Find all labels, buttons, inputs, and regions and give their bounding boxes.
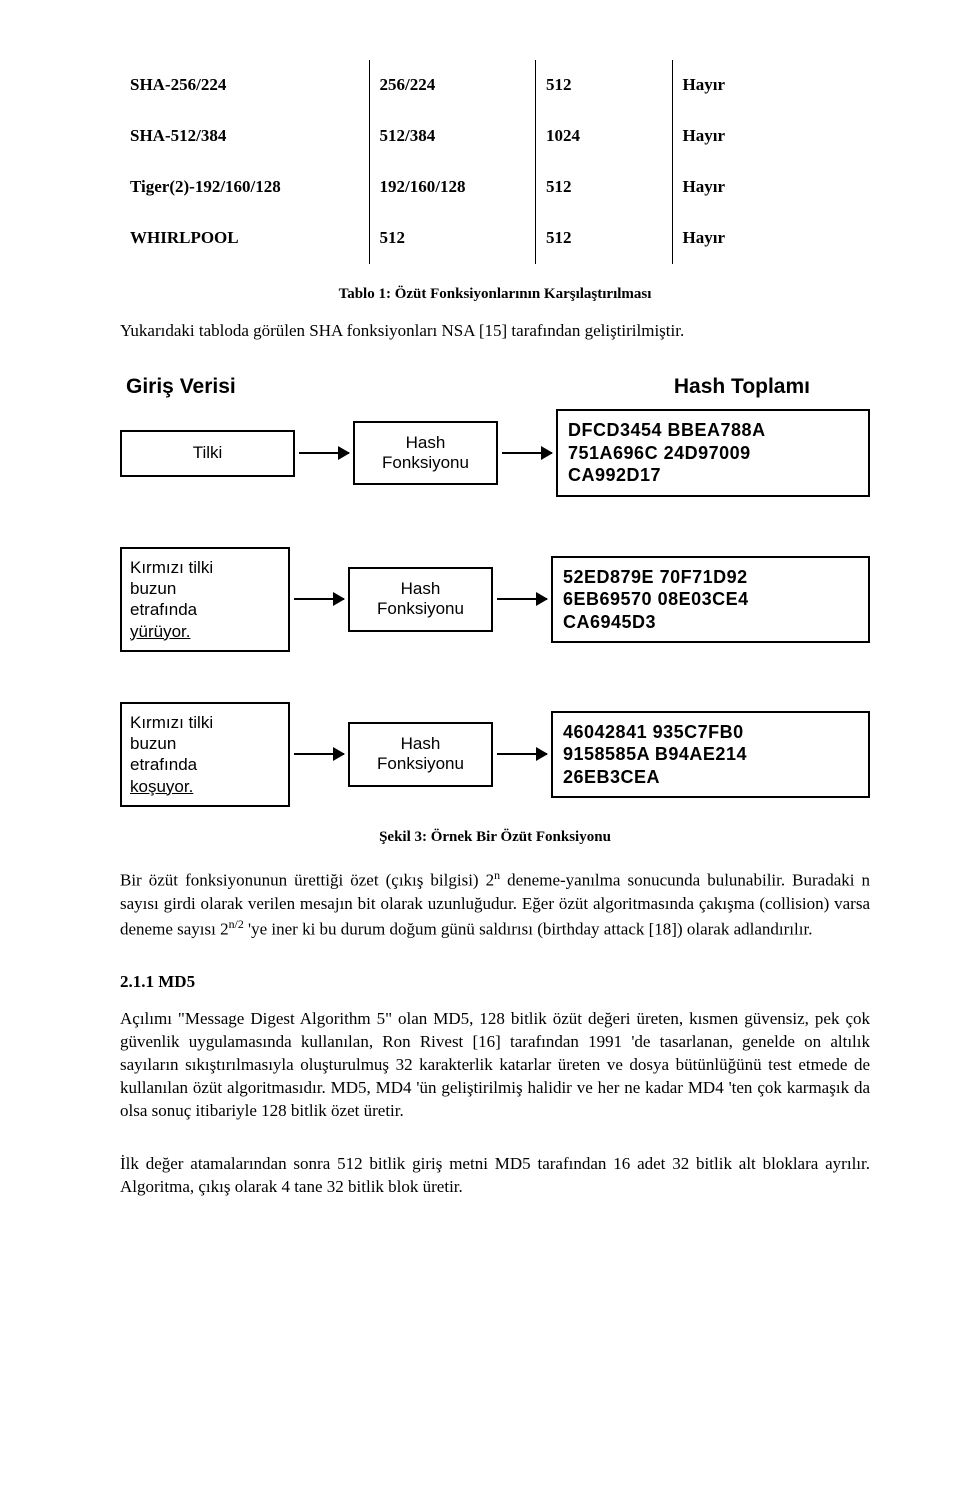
output-box: 46042841 935C7FB0 9158585A B94AE214 26EB… [551,711,870,799]
table-row: SHA-512/384 512/384 1024 Hayır [120,111,870,162]
cell-block: 512 [536,162,671,213]
cell-outlen: 256/224 [369,60,534,111]
cell-algo: SHA-512/384 [120,111,368,162]
arrow-icon [294,598,344,600]
cell-algo: SHA-256/224 [120,60,368,111]
cell-outlen: 512 [369,213,534,264]
diagram-row: Kırmızı tilki buzun etrafında yürüyor. H… [120,547,870,652]
input-box: Kırmızı tilki buzun etrafında koşuyor. [120,702,290,807]
intro-paragraph: Yukarıdaki tabloda görülen SHA fonksiyon… [120,320,870,343]
arrow-icon [497,753,547,755]
output-box: 52ED879E 70F71D92 6EB69570 08E03CE4 CA69… [551,556,870,644]
function-box: Hash Fonksiyonu [348,722,493,787]
diagram-row: Kırmızı tilki buzun etrafında koşuyor. H… [120,702,870,807]
input-box: Tilki [120,430,295,477]
subsection-heading: 2.1.1 MD5 [120,971,870,994]
arrow-icon [497,598,547,600]
cell-broken: Hayır [672,213,870,264]
arrow-icon [502,452,552,454]
cell-block: 512 [536,213,671,264]
cell-broken: Hayır [672,111,870,162]
header-output-label: Hash Toplamı [674,373,810,401]
table-row: WHIRLPOOL 512 512 Hayır [120,213,870,264]
function-box: Hash Fonksiyonu [348,567,493,632]
hash-diagram: Giriş Verisi Hash Toplamı Tilki Hash Fon… [120,373,870,807]
function-box: Hash Fonksiyonu [353,421,498,486]
body-paragraph: Açılımı "Message Digest Algorithm 5" ola… [120,1008,870,1123]
diagram-row: Tilki Hash Fonksiyonu DFCD3454 BBEA788A … [120,409,870,497]
body-paragraph: Bir özüt fonksiyonunun ürettiği özet (çı… [120,867,870,941]
table-row: Tiger(2)-192/160/128 192/160/128 512 Hay… [120,162,870,213]
arrow-icon [294,753,344,755]
cell-algo: WHIRLPOOL [120,213,368,264]
body-paragraph: İlk değer atamalarından sonra 512 bitlik… [120,1153,870,1199]
cell-algo: Tiger(2)-192/160/128 [120,162,368,213]
cell-outlen: 192/160/128 [369,162,534,213]
diagram-header: Giriş Verisi Hash Toplamı [120,373,870,401]
output-box: DFCD3454 BBEA788A 751A696C 24D97009 CA99… [556,409,870,497]
figure-caption: Şekil 3: Örnek Bir Özüt Fonksiyonu [120,827,870,847]
cell-block: 1024 [536,111,671,162]
hash-comparison-table: SHA-256/224 256/224 512 Hayır SHA-512/38… [120,60,870,264]
cell-broken: Hayır [672,162,870,213]
cell-broken: Hayır [672,60,870,111]
table-row: SHA-256/224 256/224 512 Hayır [120,60,870,111]
header-input-label: Giriş Verisi [126,373,236,401]
cell-outlen: 512/384 [369,111,534,162]
arrow-icon [299,452,349,454]
input-box: Kırmızı tilki buzun etrafında yürüyor. [120,547,290,652]
cell-block: 512 [536,60,671,111]
table-caption: Tablo 1: Özüt Fonksiyonlarının Karşılaşt… [120,284,870,304]
